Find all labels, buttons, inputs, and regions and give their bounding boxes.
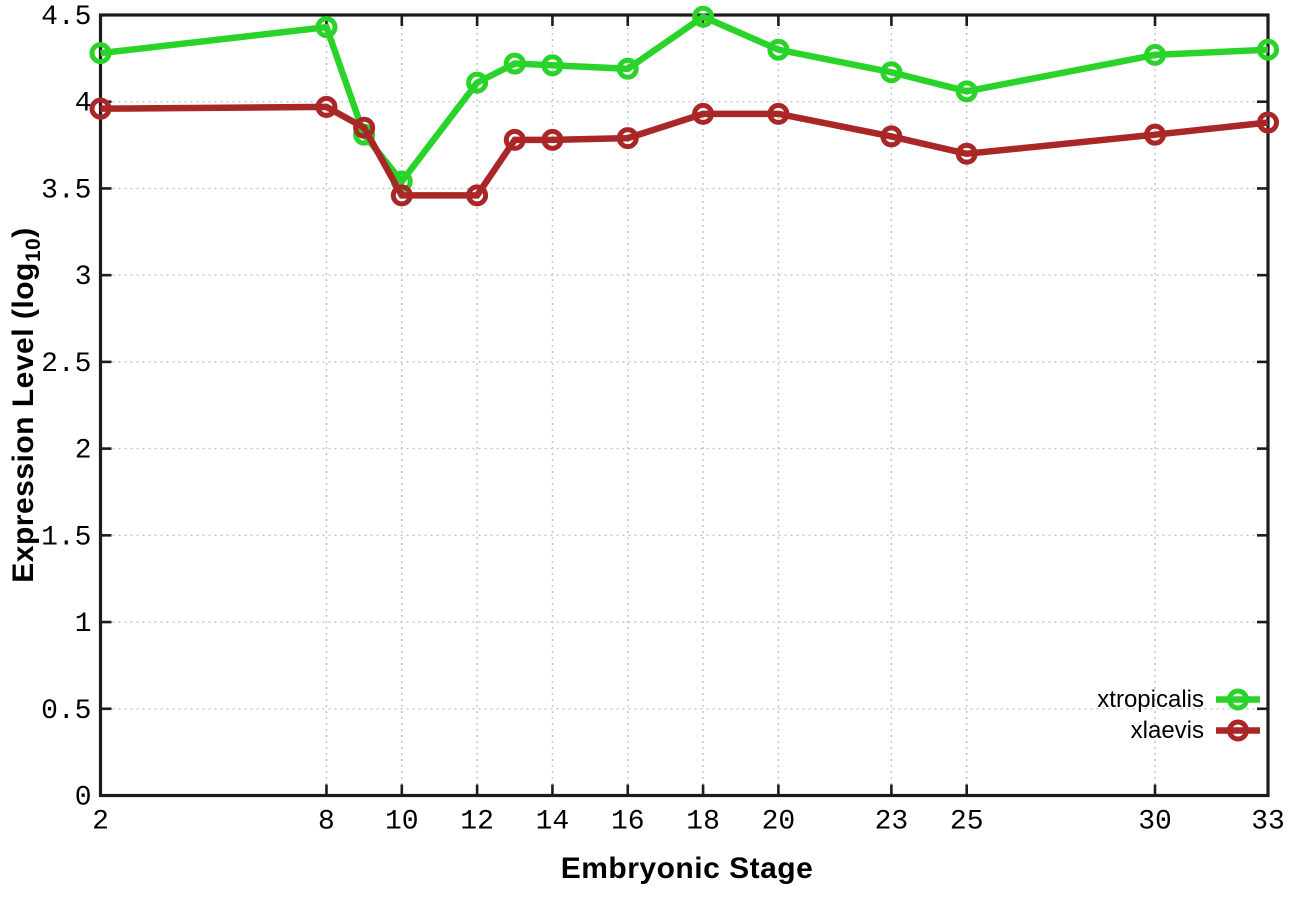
y-tick-label-3.5: 3.5 [41,175,91,206]
data-point-xlaevis-13 [503,128,526,151]
x-tick-label-30: 30 [1138,807,1172,838]
data-point-xlaevis-10 [390,184,413,207]
data-point-xlaevis-2 [89,97,112,120]
legend-item-xlaevis: xlaevis [1097,717,1262,744]
data-point-xtropicalis-20 [767,38,790,61]
legend-marker-xtropicalis [1216,688,1260,711]
x-tick-label-10: 10 [385,807,419,838]
data-point-xlaevis-33 [1257,111,1279,134]
data-point-xtropicalis-18 [692,5,715,28]
x-tick-label-14: 14 [536,807,570,838]
x-tick-label-20: 20 [762,807,796,838]
data-point-xlaevis-9 [353,116,376,139]
series-xtropicalis [89,5,1279,193]
x-tick-label-25: 25 [950,807,984,838]
x-tick-label-8: 8 [318,807,335,838]
data-point-xtropicalis-13 [503,52,526,75]
x-axis-title: Embryonic Stage [560,852,814,885]
x-tick-label-12: 12 [460,807,494,838]
data-point-xtropicalis-12 [466,71,489,94]
tick-labels: 2 8 10 12 14 16 18 20 23 25 30 33 0 0.5 1 1.5 2 2.5 3 3.5 4 4… [41,2,1285,838]
y-tick-label-0: 0 [75,783,92,814]
data-point-xtropicalis-8 [315,16,338,39]
data-point-xtropicalis-14 [541,54,564,77]
data-point-xtropicalis-2 [89,42,112,65]
data-point-xlaevis-16 [616,127,639,150]
data-point-xtropicalis-30 [1144,43,1167,66]
gridlines [100,15,1268,796]
series-line-xtropicalis [100,13,1269,187]
y-tick-label-4.5: 4.5 [41,2,91,33]
data-point-xtropicalis-25 [955,80,978,103]
y-tick-label-2: 2 [75,436,92,467]
legend: xtropicalis xlaevis [1097,686,1262,744]
legend-marker-xlaevis [1216,719,1260,742]
y-tick-label-1: 1 [75,609,92,640]
data-point-xlaevis-25 [955,142,978,165]
x-tick-label-33: 33 [1251,807,1285,838]
y-axis-title-close: ) [7,227,40,238]
legend-label: xlaevis [1130,716,1204,744]
y-axis-title-text: Expression Level (log [7,262,40,583]
y-tick-label-1.5: 1.5 [41,522,91,553]
x-tick-label-2: 2 [92,807,109,838]
legend-item-xtropicalis: xtropicalis [1097,686,1262,713]
legend-label: xtropicalis [1097,685,1204,713]
x-tick-label-18: 18 [686,807,720,838]
y-tick-label-0.5: 0.5 [41,696,91,727]
y-tick-label-3: 3 [75,262,92,293]
data-point-xlaevis-18 [692,102,715,125]
axes-border [98,13,1270,798]
x-tick-label-23: 23 [875,807,909,838]
data-point-xlaevis-12 [466,184,489,207]
y-tick-label-4: 4 [75,89,92,120]
data-point-xtropicalis-33 [1257,38,1279,61]
x-tick-label-16: 16 [611,807,645,838]
data-point-xtropicalis-23 [880,61,903,84]
y-axis-title: Expression Level (log10) [7,227,45,583]
series-xlaevis [89,95,1279,207]
series-line-xlaevis [100,103,1269,199]
data-point-xtropicalis-16 [616,57,639,80]
data-point-xlaevis-23 [880,125,903,148]
data-point-xlaevis-8 [315,95,338,118]
data-point-xlaevis-20 [767,102,790,125]
y-axis-title-subscript: 10 [22,237,45,263]
data-point-xlaevis-30 [1144,123,1167,146]
data-point-xlaevis-14 [541,128,564,151]
y-tick-label-2.5: 2.5 [41,349,91,380]
